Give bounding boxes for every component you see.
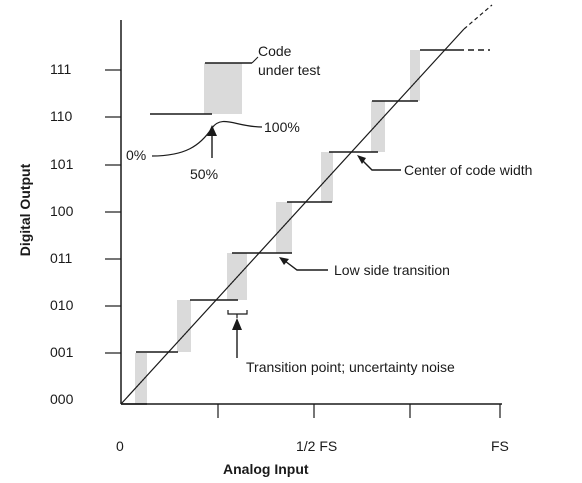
center-of-code-width-label: Center of code width [404,162,532,178]
inset-code-label-2: under test [258,62,320,78]
y-tick-110: 110 [50,108,73,124]
y-tick-001: 001 [50,344,74,360]
annotation-low-side-transition: Low side transition [279,257,450,278]
inset-code-label-1: Code [258,43,292,59]
annotation-center-of-code-width: Center of code width [357,155,532,178]
x-axis-title: Analog Input [223,461,309,477]
y-tick-111: 111 [50,61,71,77]
y-tick-marks [105,69,121,354]
transition-arrow-head [232,318,242,330]
x-tick-fs: FS [491,438,509,454]
x-tick-0: 0 [116,438,124,454]
y-tick-101: 101 [50,156,74,172]
x-tick-half-fs: 1/2 FS [296,438,337,454]
center-arrow-head [357,155,366,164]
y-tick-010: 010 [50,297,74,313]
ideal-transfer-line-dashed [463,4,493,30]
y-tick-100: 100 [50,203,74,219]
inset-label-0-percent: 0% [126,147,146,163]
inset-arrow-50 [207,125,217,136]
inset-s-curve [151,120,263,157]
y-tick-000: 000 [50,391,74,407]
ideal-transfer-line [120,28,465,405]
inset-code-under-test: Code under test 0% 100% 50% [126,43,320,182]
inset-label-50-percent: 50% [190,166,218,182]
y-axis-title: Digital Output [17,163,33,256]
annotation-transition-point: Transition point; uncertainty noise [227,310,455,375]
low-side-arrow-head [279,257,289,265]
transition-point-label: Transition point; uncertainty noise [246,359,455,375]
x-tick-marks [217,404,501,418]
transition-noise-hatching [135,50,420,404]
low-side-transition-label: Low side transition [334,262,450,278]
inset-label-100-percent: 100% [264,119,300,135]
code-step-plateaus [121,49,458,405]
inset-code-leader [251,56,259,64]
y-tick-011: 011 [50,250,73,266]
transition-bracket [227,310,248,318]
